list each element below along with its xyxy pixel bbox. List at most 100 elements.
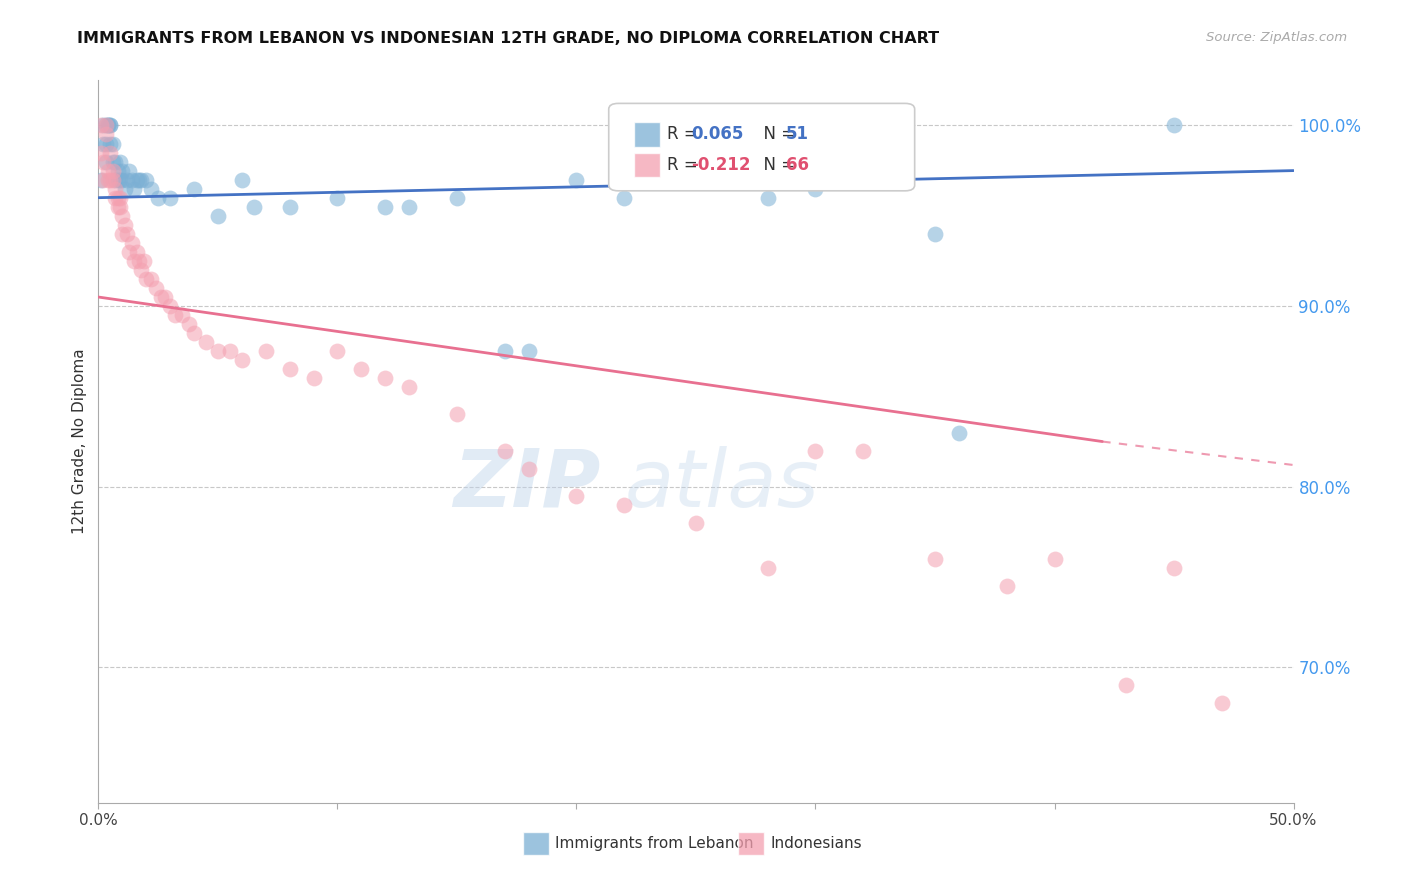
Point [91, 172, 114, 186]
Point [1043, 552, 1066, 566]
Point [924, 552, 946, 566]
Point [111, 227, 134, 241]
Point [398, 380, 420, 394]
Point [398, 200, 420, 214]
Point [121, 235, 143, 250]
Point [159, 299, 181, 313]
Point [98, 172, 122, 186]
Point [494, 344, 516, 359]
Point [101, 163, 124, 178]
Point [756, 561, 779, 575]
Point [124, 181, 146, 195]
Text: atlas: atlas [624, 446, 820, 524]
Point [104, 191, 127, 205]
Point [155, 290, 177, 304]
Point [852, 443, 875, 458]
Point [254, 344, 277, 359]
Point [98, 119, 122, 133]
Point [145, 281, 167, 295]
Point [278, 200, 301, 214]
Point [101, 136, 124, 151]
Point [98, 119, 122, 133]
Point [97, 163, 120, 178]
Bar [738, 831, 763, 855]
Point [374, 371, 396, 385]
Point [231, 172, 253, 186]
Point [90, 119, 112, 133]
Point [163, 308, 186, 322]
Point [207, 344, 229, 359]
Point [149, 290, 172, 304]
Point [183, 326, 205, 340]
Point [94, 119, 117, 133]
Point [132, 253, 155, 268]
Point [91, 119, 114, 133]
Point [94, 154, 117, 169]
Bar [634, 122, 661, 147]
Point [139, 272, 162, 286]
Text: 0.065: 0.065 [692, 126, 744, 144]
Point [326, 191, 349, 205]
Point [107, 163, 129, 178]
Point [125, 244, 148, 259]
Point [104, 181, 127, 195]
Point [125, 172, 148, 186]
Point [172, 308, 194, 322]
Point [1163, 561, 1185, 575]
Point [114, 181, 136, 195]
Point [685, 516, 707, 530]
Point [613, 498, 636, 512]
Point [94, 119, 117, 133]
Point [111, 172, 134, 186]
Point [948, 425, 970, 440]
Point [995, 579, 1018, 593]
Point [90, 145, 112, 160]
Point [97, 119, 120, 133]
Point [98, 136, 122, 151]
Point [374, 200, 396, 214]
Point [278, 362, 301, 376]
Text: 51: 51 [786, 126, 808, 144]
Point [613, 191, 636, 205]
Point [446, 191, 468, 205]
Point [148, 191, 170, 205]
Point [101, 154, 124, 169]
Point [179, 317, 201, 331]
Point [517, 344, 540, 359]
Point [107, 200, 129, 214]
Point [565, 489, 588, 503]
Point [207, 209, 229, 223]
Point [101, 172, 124, 186]
Point [107, 191, 129, 205]
Point [183, 181, 205, 195]
Bar [634, 153, 661, 178]
Text: ZIP: ZIP [453, 446, 600, 524]
Text: Source: ZipAtlas.com: Source: ZipAtlas.com [1206, 31, 1347, 45]
Text: Immigrants from Lebanon: Immigrants from Lebanon [555, 836, 754, 851]
Point [517, 461, 540, 475]
Point [118, 163, 141, 178]
Point [494, 443, 516, 458]
Point [91, 154, 114, 169]
Point [124, 253, 146, 268]
Point [1258, 805, 1281, 819]
Point [128, 172, 150, 186]
Point [243, 200, 266, 214]
Point [94, 136, 117, 151]
Text: N =: N = [754, 156, 800, 174]
Point [97, 119, 120, 133]
Point [91, 136, 114, 151]
Point [114, 218, 136, 232]
Text: R =: R = [668, 156, 703, 174]
Point [135, 272, 157, 286]
Text: IMMIGRANTS FROM LEBANON VS INDONESIAN 12TH GRADE, NO DIPLOMA CORRELATION CHART: IMMIGRANTS FROM LEBANON VS INDONESIAN 12… [77, 31, 939, 46]
Point [350, 362, 373, 376]
Point [108, 200, 131, 214]
Point [107, 172, 129, 186]
Text: -0.212: -0.212 [692, 156, 751, 174]
Point [111, 209, 134, 223]
Y-axis label: 12th Grade, No Diploma: 12th Grade, No Diploma [72, 349, 87, 534]
Text: R =: R = [668, 126, 703, 144]
Point [231, 353, 253, 368]
Point [195, 335, 218, 350]
